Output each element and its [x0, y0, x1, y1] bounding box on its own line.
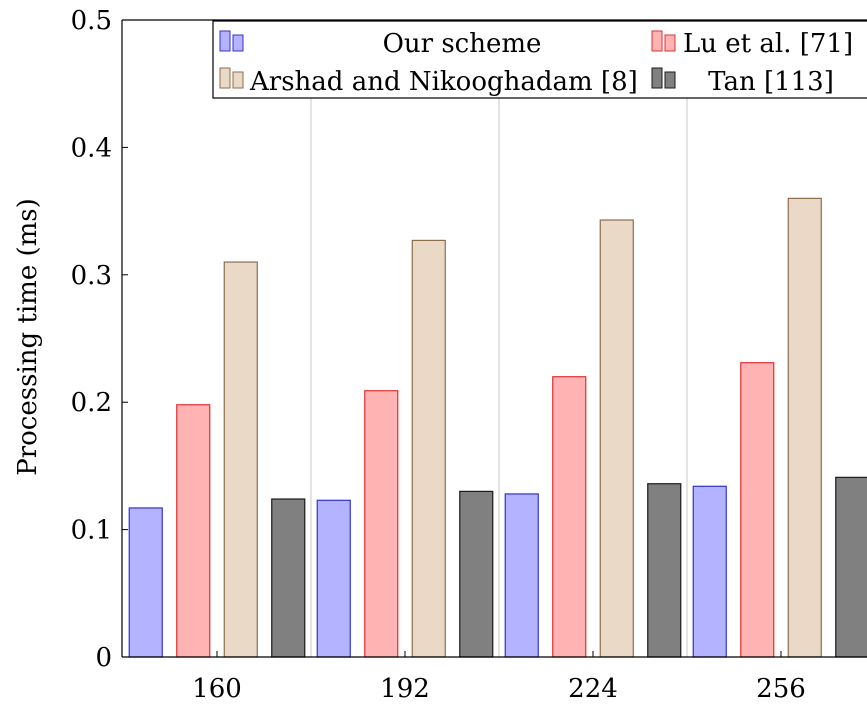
legend-box	[212, 20, 867, 99]
bar-our-scheme-160	[128, 507, 163, 658]
bar-arshad-and-nikooghadam-8-160	[223, 261, 258, 658]
bar-tan-113-192	[459, 490, 494, 658]
x-tick-label: 160	[192, 674, 242, 704]
legend-swatch-tan-113	[651, 67, 663, 89]
bar-arshad-and-nikooghadam-8-192	[411, 239, 446, 658]
x-tick-label: 256	[756, 674, 806, 704]
bar-tan-113-224	[647, 483, 682, 658]
bar-arshad-and-nikooghadam-8-256	[787, 197, 822, 658]
bar-arshad-and-nikooghadam-8-224	[599, 219, 634, 658]
bar-our-scheme-256	[692, 485, 727, 658]
y-tick-label: 0.1	[71, 516, 112, 546]
bar-lu-et-al-71-224	[552, 376, 587, 658]
legend-label-lu-et-al-71: Lu et al. [71]	[683, 29, 853, 59]
y-tick-label: 0	[95, 643, 112, 673]
bar-tan-113-256	[835, 476, 867, 658]
legend-label-arshad-and-nikooghadam-8: Arshad and Nikooghadam [8]	[249, 67, 638, 97]
x-axis-ticks: 160 192 224 256	[192, 651, 806, 704]
bar-lu-et-al-71-160	[176, 404, 211, 658]
bars-group	[128, 197, 867, 658]
legend-swatch-arshad-and-nikooghadam-8	[232, 71, 244, 89]
legend-swatch-lu-et-al-71	[664, 34, 676, 52]
legend-swatch-our-scheme	[219, 30, 231, 52]
legend-swatch-tan-113	[664, 71, 676, 89]
legend: Our scheme Lu et al. [71] Arshad and Nikoo…	[212, 20, 867, 99]
bar-our-scheme-224	[504, 493, 539, 658]
y-tick-label: 0.2	[71, 388, 112, 418]
x-tick-label: 192	[380, 674, 430, 704]
bar-lu-et-al-71-192	[364, 390, 399, 658]
bar-tan-113-160	[271, 498, 306, 658]
axes	[121, 19, 867, 658]
bar-lu-et-al-71-256	[740, 362, 775, 658]
y-tick-label: 0.3	[71, 261, 112, 291]
bar-our-scheme-192	[316, 499, 351, 658]
legend-swatch-arshad-and-nikooghadam-8	[219, 67, 231, 89]
grid-lines	[310, 20, 688, 657]
legend-swatch-lu-et-al-71	[651, 30, 663, 52]
y-tick-label: 0.4	[71, 133, 112, 163]
y-axis-label: Processing time (ms)	[13, 198, 43, 476]
legend-swatch-our-scheme	[232, 34, 244, 52]
y-tick-label: 0.5	[71, 6, 112, 36]
y-axis-ticks: 0 0.1 0.2 0.3 0.4 0.5	[71, 6, 128, 673]
legend-label-our-scheme: Our scheme	[383, 29, 542, 59]
legend-label-tan-113: Tan [113]	[708, 67, 834, 97]
x-tick-label: 224	[568, 674, 618, 704]
